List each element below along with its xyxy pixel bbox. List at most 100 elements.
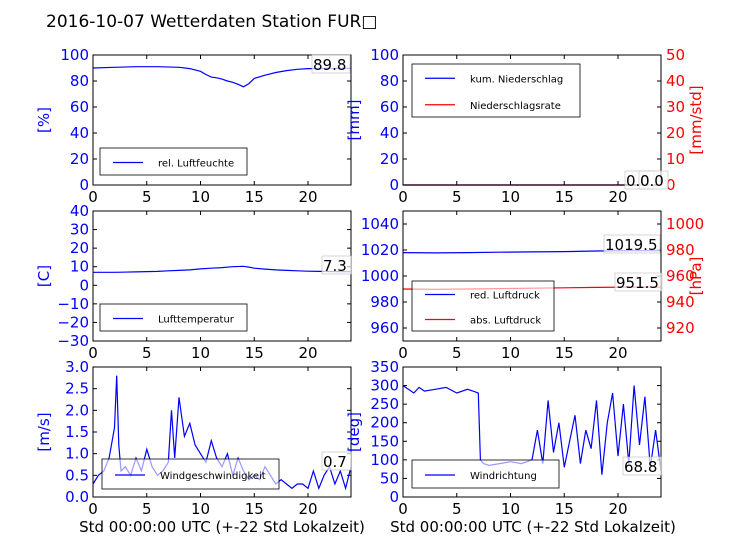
y-tick-label: 40 bbox=[70, 124, 89, 142]
series-line-0 bbox=[92, 66, 351, 88]
y-tick-label: 10 bbox=[70, 258, 89, 276]
legend-box bbox=[411, 459, 560, 489]
legend: Windrichtung bbox=[411, 459, 560, 489]
x-tick-label: 10 bbox=[501, 344, 520, 362]
y-tick-label: 150 bbox=[370, 432, 399, 450]
y-tick-label: 80 bbox=[380, 72, 399, 90]
value-label: 1019.5 bbox=[605, 236, 658, 254]
x-tick-label: 0 bbox=[398, 344, 408, 362]
y-tick-label: 350 bbox=[370, 358, 399, 376]
x-tick-label: 10 bbox=[191, 344, 210, 362]
x-tick-label: 0 bbox=[398, 188, 408, 206]
x-tick-label: 5 bbox=[452, 344, 462, 362]
legend-entry: red. Luftdruck bbox=[470, 291, 540, 302]
legend-box bbox=[99, 303, 248, 332]
x-tick-label: 0 bbox=[88, 344, 98, 362]
y-tick-label: 50 bbox=[380, 469, 399, 487]
y-tick-label: 250 bbox=[370, 395, 399, 413]
y-axis-label: [mm] bbox=[345, 100, 363, 141]
plot-frame bbox=[402, 366, 662, 498]
x-tick-label: 10 bbox=[191, 500, 210, 518]
y-tick-label: −10 bbox=[57, 295, 89, 313]
x-tick-label: 0 bbox=[88, 500, 98, 518]
panel-wind-direction: 0 5 10 15 20050100150200250300350[deg]Windri… bbox=[345, 358, 662, 518]
value-label: 68.8 bbox=[624, 458, 657, 476]
x-tick-label: 15 bbox=[245, 188, 264, 206]
value-label-box bbox=[622, 456, 662, 476]
x-tick-label: 5 bbox=[452, 188, 462, 206]
y-tick-label: 0 bbox=[79, 176, 89, 194]
y-tick-label: 60 bbox=[380, 98, 399, 116]
y-tick-label: 100 bbox=[60, 46, 89, 64]
x-tick-label: 10 bbox=[501, 188, 520, 206]
figure-title: 2016-10-07 Wetterdaten Station FUR□ bbox=[46, 12, 377, 32]
x-axis-label-left: Std 00:00:00 UTC (+-22 Std Lokalzeit) bbox=[79, 518, 365, 536]
y-tick-label: 1020 bbox=[361, 241, 399, 259]
y-tick-label: 0 bbox=[389, 488, 399, 506]
x-tick-label: 5 bbox=[142, 500, 152, 518]
value-label-box bbox=[614, 272, 663, 292]
y-tick-label-right: 40 bbox=[666, 72, 685, 90]
y-axis-label: [m/s] bbox=[35, 412, 53, 451]
legend-box bbox=[411, 63, 581, 118]
panel-pressure: 0 5 10 15 20 960 980 1000 1020 1040 920 940 960 980 10… bbox=[361, 210, 705, 362]
x-tick-label: 15 bbox=[245, 344, 264, 362]
panel-wind-speed: 0 5 10 15 20 0.0 0.5 1.0 1.5 2.0 2.5 3.0 [m/s] Windge… bbox=[35, 358, 352, 518]
plot-frame bbox=[92, 366, 352, 498]
legend: kum. Niederschlag Niederschlagsrate bbox=[411, 63, 581, 118]
x-tick-label: 15 bbox=[555, 344, 574, 362]
value-label: 89.8 bbox=[313, 56, 346, 74]
value-label-box bbox=[638, 170, 669, 190]
y-tick-label: 100 bbox=[370, 451, 399, 469]
plot-frame bbox=[92, 210, 352, 342]
y-axis-label: [%] bbox=[35, 107, 53, 133]
y-tick-label: −30 bbox=[57, 332, 89, 350]
value-label-box bbox=[321, 255, 352, 275]
y-tick-label: 20 bbox=[70, 239, 89, 257]
value-label: 0.7 bbox=[323, 453, 347, 471]
x-tick-label: 0 bbox=[398, 500, 408, 518]
y-tick-label-right: 50 bbox=[666, 46, 685, 64]
legend: Lufttemperatur bbox=[99, 303, 248, 332]
legend: Windgeschwindigkeit bbox=[101, 458, 280, 490]
y-tick-label: 0.5 bbox=[65, 466, 89, 484]
x-tick-label: 10 bbox=[191, 188, 210, 206]
y-tick-label: 100 bbox=[370, 46, 399, 64]
x-tick-label: 5 bbox=[142, 344, 152, 362]
y-tick-label: 1000 bbox=[361, 267, 399, 285]
y-tick-label: 1040 bbox=[361, 215, 399, 233]
y-axis-label-right: [mm/std] bbox=[687, 85, 705, 154]
y-tick-label: 0 bbox=[389, 176, 399, 194]
y-tick-label: 0.0 bbox=[65, 488, 89, 506]
y-tick-label-right: 30 bbox=[666, 98, 685, 116]
y-tick-label: 80 bbox=[70, 72, 89, 90]
legend-box bbox=[99, 147, 248, 176]
legend-entry: abs. Luftdruck bbox=[470, 316, 541, 327]
x-tick-label: 5 bbox=[142, 188, 152, 206]
panel-precipitation: 0 5 10 15 20 0 20 40 60 80 100 0 10 20 30 40 50 [mm] [mm/s… bbox=[345, 46, 705, 206]
x-tick-label: 20 bbox=[608, 344, 627, 362]
legend: red. Luftdruck abs. Luftdruck bbox=[411, 280, 555, 332]
x-tick-label: 15 bbox=[555, 500, 574, 518]
y-tick-label: 2.0 bbox=[65, 401, 89, 419]
y-tick-label: 980 bbox=[370, 293, 399, 311]
value-label-box bbox=[311, 54, 351, 74]
y-tick-label: 300 bbox=[370, 377, 399, 395]
value-label: 0.0 bbox=[640, 172, 664, 190]
plot-frame bbox=[92, 54, 352, 186]
y-tick-label: 1.0 bbox=[65, 445, 89, 463]
panel-temperature: 0 5 10 15 20−30−20−10010203040[C]Lufttempera… bbox=[35, 202, 352, 362]
legend: rel. Luftfeuchte bbox=[99, 147, 248, 176]
y-tick-label: 30 bbox=[70, 221, 89, 239]
legend-entry: Niederschlagsrate bbox=[470, 101, 561, 112]
y-tick-label: 40 bbox=[380, 124, 399, 142]
legend-entry: Lufttemperatur bbox=[158, 315, 235, 326]
y-tick-label-right: 10 bbox=[666, 150, 685, 168]
legend-box bbox=[101, 458, 280, 490]
series-line-0 bbox=[402, 385, 662, 475]
x-tick-label: 20 bbox=[298, 500, 317, 518]
legend-entry: Windrichtung bbox=[470, 471, 537, 482]
y-axis-label-right: [hPa] bbox=[687, 257, 705, 296]
legend-entry: rel. Luftfeuchte bbox=[158, 159, 234, 170]
